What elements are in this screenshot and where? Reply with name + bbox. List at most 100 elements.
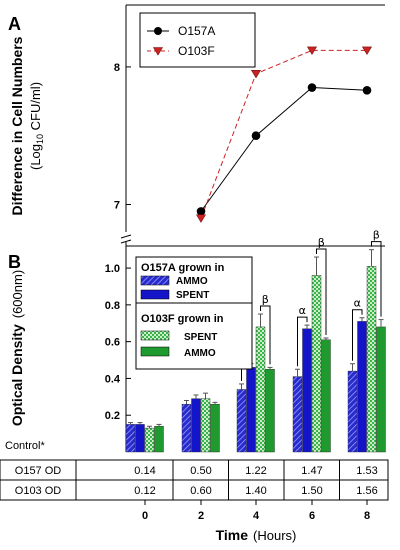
svg-text:Optical Density(600nm): Optical Density (600nm) bbox=[9, 270, 25, 426]
panel-b-bar-o103f-ammo-4 bbox=[265, 369, 275, 453]
panel-b-sig-8-alpha-label: α bbox=[354, 297, 361, 310]
legend-group-title-o157a: O157A grown in bbox=[141, 262, 225, 274]
panel-b-bar-o103f-ammo-0 bbox=[154, 426, 164, 453]
panel-a-line-o103f bbox=[200, 49, 367, 219]
panel-b-bar-o103f-spent-4 bbox=[255, 326, 266, 453]
legend-swatch-o103f-spent bbox=[140, 330, 170, 341]
panel-b-sig-6-beta-label: β bbox=[318, 236, 325, 249]
panel-b-ylabel-text: Optical Density bbox=[9, 324, 25, 426]
control-cell-o157-od-6: 1.47 bbox=[301, 465, 322, 477]
panel-a-point-o103f-6 bbox=[306, 46, 318, 55]
panel-b-sig-4-beta-label: β bbox=[262, 293, 269, 306]
control-cell-o103-od-8: 1.56 bbox=[356, 485, 377, 497]
panel-b-ylabel: Optical Density (600nm) bbox=[9, 270, 25, 426]
control-cell-o157-od-2: 0.50 bbox=[190, 465, 211, 477]
control-cell-o103-od-0: 0.12 bbox=[134, 485, 155, 497]
control-cell-o103-od-2: 0.60 bbox=[190, 485, 211, 497]
panel-b-xticks: 0 2 4 6 8 bbox=[142, 500, 370, 522]
panel-b-xtick-label-0: 0 bbox=[142, 510, 148, 522]
panel-b-bar-o103f-ammo-8 bbox=[376, 326, 386, 453]
panel-a-ytick-label-7: 7 bbox=[114, 199, 120, 211]
panel-b-bar-o103f-spent-2 bbox=[200, 398, 211, 453]
unit-prefix: (Log bbox=[28, 144, 43, 170]
panel-a-ylabel-unit-text: (Log10 CFU/ml) bbox=[28, 82, 45, 170]
panel-b-xlabel: Time (Hours) bbox=[216, 527, 297, 543]
panel-a-yticks: 78 bbox=[114, 62, 131, 211]
panel-b-sig-6-alpha-label: α bbox=[299, 304, 306, 317]
panel-b-sig-8-beta-bracket bbox=[371, 241, 382, 317]
control-cell-o157-od-8: 1.53 bbox=[356, 465, 377, 477]
panel-b-label: B bbox=[8, 252, 21, 272]
panel-b-xtick-label-4: 4 bbox=[253, 510, 260, 522]
control-table: O157 OD 0.14 0.50 1.22 1.47 1.53 O103 OD 0.12 0.… bbox=[0, 459, 389, 501]
panel-b-bar-o103f-spent-6 bbox=[311, 275, 322, 453]
panel-a-point-o103f-2 bbox=[195, 214, 207, 223]
panel-b-ylabel-unit: (600nm) bbox=[10, 270, 25, 318]
panel-b-ytick-label-0-6: 0.6 bbox=[105, 337, 120, 349]
panel-b-ytick-label-1-0: 1.0 bbox=[105, 263, 120, 275]
panel-b-bar-o157a-ammo-4 bbox=[236, 389, 247, 453]
control-cell-o103-od-6: 1.50 bbox=[301, 485, 322, 497]
panel-b-xtick-label-6: 6 bbox=[309, 510, 315, 522]
panel-a-line-o157a bbox=[200, 87, 368, 212]
panel-a-ylabel-text: Difference in Cell Numbers bbox=[9, 36, 25, 215]
panel-a-ytick-label-8: 8 bbox=[114, 62, 120, 74]
panel-b-ytick-label-0-2: 0.2 bbox=[105, 410, 120, 422]
panel-b-bar-o103f-ammo-6 bbox=[321, 339, 331, 453]
panel-b-yticks: 0.2 0.4 0.6 0.8 1.0 bbox=[105, 263, 131, 422]
legend-label-o103f-spent: SPENT bbox=[184, 332, 217, 343]
panel-a-legend: O157A O103F bbox=[139, 12, 256, 68]
panel-a-plot bbox=[195, 46, 373, 223]
legend-swatch-o103f-ammo bbox=[140, 346, 170, 357]
unit-sub: 10 bbox=[35, 134, 45, 144]
panel-b-sig-8-alpha-bracket bbox=[352, 309, 363, 361]
legend-label-o157a-spent: SPENT bbox=[176, 290, 209, 301]
panel-a-point-o157a-8 bbox=[362, 85, 372, 95]
panel-a-legend-box bbox=[139, 12, 256, 68]
axis-break-1 bbox=[120, 234, 132, 239]
control-row-label-o157-od: O157 OD bbox=[15, 465, 62, 477]
legend-label-o103f-ammo: AMMO bbox=[184, 348, 216, 359]
control-cell-o157-od-4: 1.22 bbox=[245, 465, 266, 477]
panel-b-bar-o157a-spent-4 bbox=[246, 367, 256, 453]
panel-b-bar-o157a-spent-0 bbox=[135, 424, 145, 453]
panel-a-point-o157a-6 bbox=[307, 83, 317, 92]
control-table-cells: O157 OD 0.14 0.50 1.22 1.47 1.53 O103 OD 0.12 0.… bbox=[15, 460, 378, 500]
panel-b-significance: αβαβαβ bbox=[241, 229, 382, 381]
panel-b-bar-o157a-ammo-8 bbox=[347, 370, 358, 453]
panel-a-ylabel: Difference in Cell Numbers bbox=[9, 36, 25, 215]
panel-a-point-o103f-4 bbox=[250, 69, 262, 79]
panel-b-bar-o157a-ammo-6 bbox=[292, 376, 303, 453]
axis-break-2 bbox=[120, 239, 132, 244]
panel-a-point-o157a-2 bbox=[196, 207, 206, 216]
panel-b-bar-o157a-spent-8 bbox=[357, 321, 367, 453]
legend-label-o157a-ammo: AMMO bbox=[176, 276, 208, 287]
control-label: Control* bbox=[5, 440, 45, 452]
legend-group-title-o103f: O103F grown in bbox=[141, 313, 224, 325]
legend-label-o157a: O157A bbox=[178, 24, 215, 38]
panel-a-label: A bbox=[8, 14, 21, 34]
panel-b-bars bbox=[125, 249, 386, 453]
panel-b-legend: O157A grown in AMMO SPENT O103F grown in… bbox=[135, 256, 253, 370]
legend-marker-o157a bbox=[154, 27, 162, 35]
legend-marker-o103f bbox=[152, 47, 164, 56]
panel-b-bar-o157a-spent-2 bbox=[191, 398, 201, 453]
panel-a-point-o103f-8 bbox=[361, 46, 373, 55]
panel-b-bar-o103f-spent-0 bbox=[144, 427, 155, 453]
panel-b-ytick-label-0-4: 0.4 bbox=[105, 373, 121, 385]
panel-b-bar-o157a-ammo-0 bbox=[125, 424, 136, 453]
panel-b-xtick-label-2: 2 bbox=[198, 510, 204, 522]
control-cell-o157-od-0: 0.14 bbox=[134, 465, 155, 477]
panel-b-xlabel-text: Time bbox=[216, 527, 249, 543]
panel-b-sig-6-beta-bracket bbox=[316, 248, 327, 335]
panel-b-bar-o103f-spent-8 bbox=[366, 266, 377, 453]
panel-a-point-o157a-4 bbox=[251, 131, 261, 140]
panel-b-xtick-label-8: 8 bbox=[364, 510, 370, 522]
panel-b-ytick-label-0-8: 0.8 bbox=[105, 300, 120, 312]
legend-label-o103f: O103F bbox=[178, 44, 215, 58]
panel-b-sig-4-beta-bracket bbox=[260, 305, 271, 365]
panel-b-bar-o157a-ammo-2 bbox=[181, 403, 192, 453]
unit-suffix: CFU/ml) bbox=[28, 82, 43, 134]
legend-swatch-o157a-ammo bbox=[140, 275, 170, 286]
